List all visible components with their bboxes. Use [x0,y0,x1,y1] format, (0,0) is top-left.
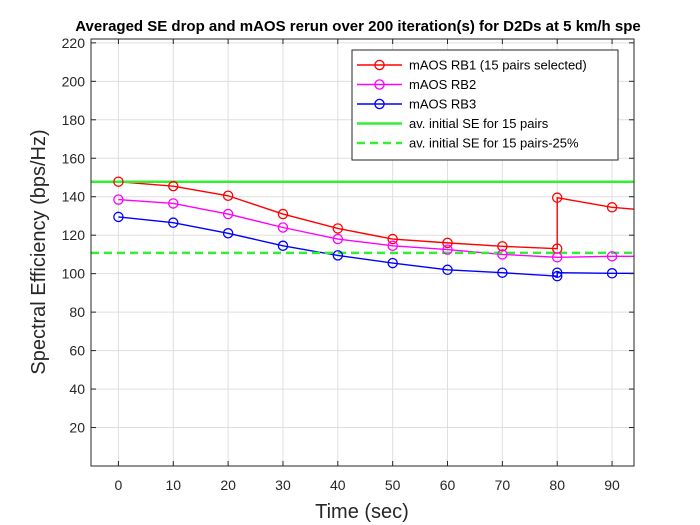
data-point [222,208,234,220]
data-point [497,267,508,278]
y-tick-label: 200 [62,73,86,89]
x-tick-label: 90 [604,477,620,493]
legend: mAOS RB1 (15 pairs selected) mAOS RB2 mAOS… [351,49,619,161]
data-point [606,268,618,279]
data-point [551,270,563,282]
data-point [168,217,179,228]
legend-marker-2 [374,79,385,90]
data-point [277,240,289,252]
y-axis-label: Spectral Efficiency (bps/Hz) [28,129,50,374]
legend-label-5: av. initial SE for 15 pairs-25% [409,136,579,151]
data-point [551,267,563,278]
y-tick-label: 220 [62,35,86,51]
chart-title: Averaged SE drop and mAOS rerun over 200… [75,18,640,35]
legend-box [351,49,619,161]
data-point [277,208,289,220]
x-tick-label: 80 [549,477,565,493]
data-point [606,202,618,213]
x-tick-label: 40 [330,477,346,493]
legend-marker-1 [374,59,385,71]
data-point [551,192,563,203]
data-point [277,222,289,233]
x-tick-label: 50 [385,477,401,493]
series-line-3 [118,216,634,277]
x-tick-label: 20 [220,477,236,493]
y-tick-label: 40 [69,381,85,397]
data-point [387,240,398,252]
data-point [387,233,398,245]
y-tick-label: 100 [62,266,86,282]
data-point [497,249,508,260]
data-point [113,176,124,187]
y-tick-label: 20 [69,420,85,436]
x-tick-label: 0 [115,477,123,493]
data-point [387,257,398,269]
data-point [442,244,453,255]
data-point [606,251,618,262]
x-tick-label: 70 [495,477,511,493]
y-tick-label: 60 [69,343,85,359]
y-tick-label: 80 [69,304,85,320]
x-tick-label: 30 [275,477,291,493]
data-point [168,180,179,192]
series-line-1 [118,181,634,250]
data-point [222,190,234,202]
data-point [332,233,344,245]
x-axis-label: Time (sec) [315,501,409,523]
data-point [332,250,344,261]
series-line-2 [118,198,634,259]
legend-marker-3 [374,98,385,110]
y-tick-label: 180 [62,112,86,128]
x-tick-label: 60 [440,477,456,493]
data-point [168,198,179,209]
y-tick-label: 140 [62,189,86,205]
data-point [222,228,234,239]
data-point [113,194,124,205]
y-axis-ticks: 20 40 60 80 100 120 140 160 180 200 220 [62,35,634,436]
data-point [332,223,344,234]
y-tick-label: 160 [62,150,86,166]
y-tick-label: 120 [62,227,86,243]
data-point [442,237,453,249]
legend-label-3: mAOS RB3 [409,97,476,112]
data-point [497,241,508,252]
legend-label-4: av. initial SE for 15 pairs [409,116,549,131]
legend-label-1: mAOS RB1 (15 pairs selected) [409,58,587,73]
series-lines [91,180,634,277]
x-axis-ticks: 0 10 20 30 40 50 60 70 80 90 [115,39,620,493]
plot-frame [90,38,635,467]
data-point [442,264,453,276]
data-point [113,211,124,223]
legend-label-2: mAOS RB2 [409,77,476,92]
x-tick-label: 10 [165,477,181,493]
data-point [551,252,563,263]
series-markers [113,176,618,282]
